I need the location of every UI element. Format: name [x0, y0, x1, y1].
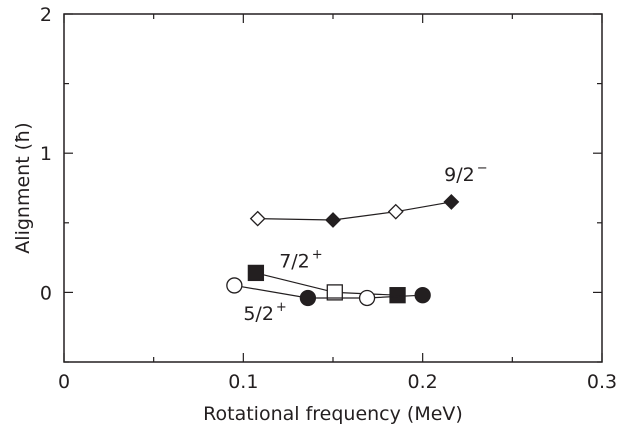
y-tick-label: 0: [40, 282, 52, 304]
x-tick-label: 0: [58, 371, 70, 393]
state-label-value: 9/2: [444, 164, 475, 186]
open-diamond-point: [249, 210, 266, 227]
state-label-parity: +: [276, 300, 287, 315]
state-label-parity: −: [477, 161, 488, 176]
state-label: 7/2 +: [279, 247, 322, 272]
series-diamond: [249, 194, 460, 228]
series-layer: [226, 194, 460, 307]
open-circle-point: [226, 277, 243, 294]
x-tick-label: 0.3: [587, 371, 617, 393]
x-axis-title: Rotational frequency (MeV): [203, 403, 463, 425]
plot-border: [63, 13, 603, 363]
open-diamond-point: [387, 203, 404, 220]
series-line-diamond: [257, 201, 452, 221]
filled-circle-point: [414, 287, 431, 304]
y-tick-label: 2: [40, 4, 52, 26]
filled-diamond-point: [325, 212, 341, 228]
tick-labels: 0 0.1 0.2 0.3 0 1 2: [40, 4, 617, 393]
state-label: 9/2−: [444, 161, 487, 186]
open-circle-point: [358, 289, 376, 307]
series-circle: [226, 277, 431, 307]
open-square-point: [326, 284, 343, 301]
state-label-parity: +: [312, 247, 323, 262]
plot-frame: [63, 13, 603, 363]
series-square: [247, 264, 406, 304]
x-tick-label: 0.2: [408, 371, 438, 393]
series-line-circle: [234, 284, 423, 299]
annotation-layer: 9/2 −7/2 +5/2 +: [243, 161, 487, 325]
filled-circle-point: [299, 289, 317, 307]
state-label-value: 7/2: [279, 250, 310, 272]
axis-ticks: [63, 13, 603, 363]
filled-diamond-point: [443, 194, 460, 210]
x-tick-label: 0.1: [228, 371, 258, 393]
filled-square-point: [247, 264, 265, 282]
state-label-value: 5/2: [243, 303, 274, 325]
y-tick-label: 1: [40, 143, 52, 165]
state-label: 5/2 +: [243, 300, 286, 325]
y-axis-title: Alignment (ħ): [12, 122, 34, 253]
filled-square-point: [389, 287, 406, 304]
